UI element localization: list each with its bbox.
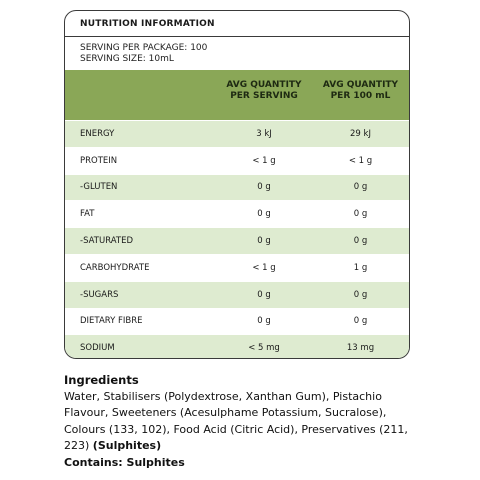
- table-row: -SATURATED 0 g 0 g: [65, 227, 409, 254]
- nutrient-label: ENERGY: [80, 128, 115, 139]
- header-per-serving-line1: AVG QUANTITY: [226, 80, 302, 90]
- nutrient-label: FAT: [80, 209, 95, 220]
- header-per-100: AVG QUANTITY PER 100 mL: [313, 70, 408, 120]
- nutrition-panel: NUTRITION INFORMATION SERVING PER PACKAG…: [64, 10, 410, 359]
- table-row: FAT 0 g 0 g: [65, 200, 409, 227]
- header-per-100-line2: PER 100 mL: [330, 91, 391, 101]
- ingredients-section: Ingredients Water, Stabilisers (Polydext…: [64, 372, 414, 471]
- nutrient-label: CARBOHYDRATE: [80, 262, 150, 273]
- header-per-100-line1: AVG QUANTITY: [322, 80, 399, 90]
- per-100-value: 0 g: [353, 316, 368, 327]
- nutrient-label: -SATURATED: [80, 236, 134, 247]
- header-blank: [65, 70, 215, 120]
- per-serving-value: 0 g: [257, 182, 271, 193]
- header-per-serving: AVG QUANTITY PER SERVING: [215, 70, 313, 120]
- per-100-value: 0 g: [353, 236, 368, 247]
- per-100-value: 13 mg: [346, 343, 375, 354]
- nutrient-label: -GLUTEN: [80, 182, 118, 193]
- per-100-value: 0 g: [353, 289, 368, 300]
- table-row: CARBOHYDRATE < 1 g 1 g: [65, 253, 409, 281]
- serving-size: SERVING SIZE: 10mL: [80, 54, 174, 64]
- table-row: -SUGARS 0 g 0 g: [65, 280, 409, 308]
- nutrient-label: DIETARY FIBRE: [80, 316, 143, 327]
- panel-title: NUTRITION INFORMATION: [65, 11, 409, 37]
- per-100-value: 0 g: [353, 209, 368, 220]
- table-row: DIETARY FIBRE 0 g 0 g: [65, 307, 409, 335]
- per-100-value: 1 g: [353, 262, 368, 273]
- servings-per-package: SERVING PER PACKAGE: 100: [80, 43, 208, 53]
- allergen-inline: (Sulphites): [92, 439, 162, 452]
- per-serving-value: < 5 mg: [248, 343, 280, 354]
- table-row: ENERGY 3 kJ 29 kJ: [65, 120, 409, 147]
- ingredients-text: Water, Stabilisers (Polydextrose, Xantha…: [64, 389, 414, 455]
- per-100-value: 29 kJ: [350, 128, 371, 139]
- table-row: PROTEIN < 1 g < 1 g: [65, 146, 409, 174]
- nutrient-label: PROTEIN: [80, 155, 118, 166]
- per-serving-value: < 1 g: [252, 262, 276, 273]
- per-serving-value: < 1 g: [252, 155, 276, 166]
- ingredients-heading: Ingredients: [64, 373, 139, 387]
- table-row: -GLUTEN 0 g 0 g: [65, 173, 409, 201]
- per-100-value: < 1 g: [348, 155, 373, 166]
- per-serving-value: 0 g: [257, 209, 271, 220]
- per-serving-value: 0 g: [257, 236, 271, 247]
- table-row: SODIUM < 5 mg 13 mg: [65, 334, 409, 358]
- nutrient-label: SODIUM: [80, 343, 115, 354]
- table-header: AVG QUANTITY PER SERVING AVG QUANTITY PE…: [65, 70, 409, 120]
- ingredients-list: Water, Stabilisers (Polydextrose, Xantha…: [64, 389, 408, 453]
- per-serving-value: 0 g: [257, 289, 271, 300]
- per-serving-value: 0 g: [257, 316, 271, 327]
- contains-statement: Contains: Sulphites: [64, 455, 185, 469]
- per-100-value: 0 g: [353, 182, 368, 193]
- per-serving-value: 3 kJ: [256, 128, 272, 139]
- header-per-serving-line2: PER SERVING: [230, 91, 298, 101]
- nutrient-label: -SUGARS: [80, 289, 119, 300]
- serving-info: SERVING PER PACKAGE: 100 SERVING SIZE: 1…: [65, 37, 409, 70]
